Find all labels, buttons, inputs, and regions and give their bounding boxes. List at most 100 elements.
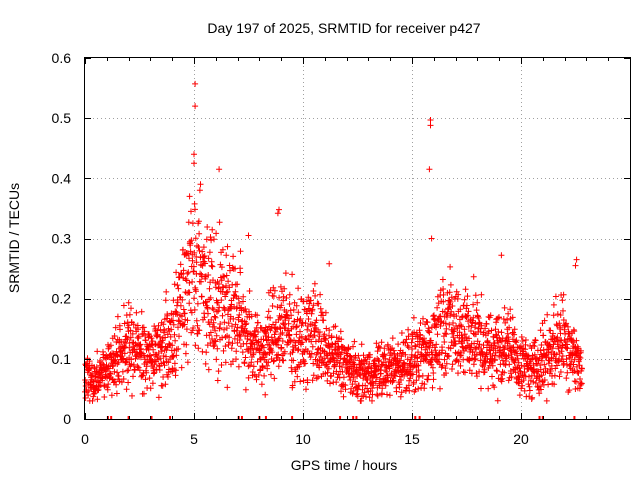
data-point xyxy=(458,323,465,330)
data-point xyxy=(466,335,472,342)
data-point xyxy=(321,331,328,338)
data-point xyxy=(248,359,255,366)
data-point xyxy=(398,330,405,336)
data-point xyxy=(246,288,253,294)
data-point xyxy=(453,313,460,319)
data-point xyxy=(137,354,144,361)
data-point xyxy=(206,285,213,292)
data-point xyxy=(413,329,420,336)
data-point xyxy=(280,320,286,327)
data-point xyxy=(305,316,312,322)
data-point xyxy=(293,302,300,309)
data-point xyxy=(155,322,162,329)
data-point xyxy=(478,291,485,298)
data-point xyxy=(255,372,262,378)
data-point xyxy=(247,346,254,352)
data-points xyxy=(82,80,585,404)
x-tick-label: 10 xyxy=(295,431,311,447)
data-point xyxy=(402,339,409,346)
data-point xyxy=(254,312,261,319)
data-point xyxy=(218,264,225,271)
data-point xyxy=(186,279,193,286)
data-point xyxy=(450,334,457,341)
data-point xyxy=(242,386,249,393)
data-point xyxy=(260,344,267,351)
data-point xyxy=(130,321,137,328)
data-point xyxy=(340,374,347,381)
data-point xyxy=(421,335,427,342)
data-point xyxy=(537,327,544,334)
data-point xyxy=(378,339,385,346)
data-point xyxy=(210,319,217,326)
data-point xyxy=(279,338,286,344)
data-point xyxy=(125,299,132,306)
data-point xyxy=(491,384,498,391)
data-point xyxy=(328,333,335,340)
data-point xyxy=(242,306,249,312)
data-point xyxy=(472,292,479,299)
data-point xyxy=(377,370,384,377)
data-point xyxy=(264,365,271,372)
data-point xyxy=(283,295,290,301)
data-point xyxy=(390,362,396,369)
data-point xyxy=(334,338,341,345)
data-point xyxy=(478,322,485,329)
data-point xyxy=(358,397,365,404)
data-point xyxy=(505,310,512,317)
data-point xyxy=(299,339,306,346)
data-point xyxy=(297,316,304,322)
data-point xyxy=(112,324,119,331)
data-point xyxy=(545,381,552,388)
data-point xyxy=(142,376,149,383)
data-point xyxy=(274,304,281,310)
data-point xyxy=(248,313,255,320)
data-point xyxy=(295,309,302,316)
data-point xyxy=(215,307,222,314)
data-point xyxy=(133,309,140,316)
data-point xyxy=(198,293,205,300)
data-point xyxy=(404,342,411,349)
data-point xyxy=(316,329,323,335)
data-point xyxy=(278,302,285,309)
data-point xyxy=(121,343,128,350)
data-point xyxy=(208,237,215,244)
data-point xyxy=(465,356,472,363)
data-point xyxy=(233,327,240,334)
data-point xyxy=(126,311,133,318)
data-point xyxy=(280,293,287,300)
data-point xyxy=(300,377,307,384)
data-point xyxy=(496,314,502,321)
data-point xyxy=(297,378,304,385)
data-point xyxy=(397,393,404,400)
data-point xyxy=(393,367,400,374)
data-point xyxy=(532,380,539,386)
data-point xyxy=(242,321,249,328)
data-point xyxy=(111,333,118,339)
data-point xyxy=(198,261,205,268)
data-point xyxy=(127,334,134,341)
data-point xyxy=(210,306,217,313)
data-point xyxy=(289,382,296,389)
data-point xyxy=(564,345,571,352)
data-point xyxy=(472,346,479,352)
data-point xyxy=(294,347,301,354)
data-point xyxy=(576,385,583,392)
data-point xyxy=(227,267,233,274)
data-point xyxy=(146,353,153,360)
data-point xyxy=(181,310,188,317)
data-point xyxy=(308,310,315,317)
data-point xyxy=(202,260,209,267)
data-point xyxy=(150,370,157,377)
data-point xyxy=(310,302,317,309)
data-point xyxy=(186,300,193,307)
data-point xyxy=(236,311,243,318)
data-point xyxy=(223,252,230,259)
data-point xyxy=(338,336,345,343)
data-point xyxy=(201,253,208,259)
data-point xyxy=(497,347,504,354)
data-point xyxy=(157,355,164,362)
data-point xyxy=(310,360,317,367)
data-point xyxy=(225,278,232,285)
data-point xyxy=(499,375,506,382)
data-point xyxy=(315,374,321,381)
